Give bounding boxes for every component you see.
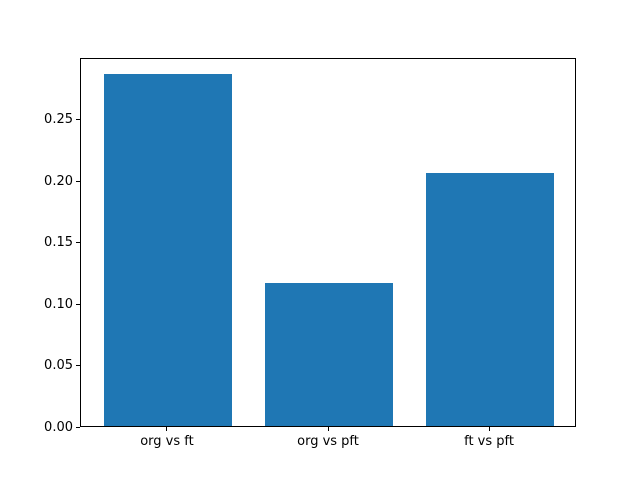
y-tick-label: 0.00 <box>44 419 73 435</box>
y-tick-label: 0.05 <box>44 358 73 373</box>
x-tick-label: org vs pft <box>297 434 359 449</box>
y-tick-mark <box>76 242 80 243</box>
y-tick-label: 0.25 <box>44 112 73 127</box>
bar-org-vs-ft <box>103 74 233 426</box>
y-tick-mark <box>76 180 80 182</box>
y-tick-mark <box>76 303 80 305</box>
x-tick-mark <box>327 427 329 431</box>
plot-area <box>80 58 576 427</box>
y-tick-label: 0.10 <box>44 296 73 312</box>
y-tick-label: 0.20 <box>44 173 73 189</box>
y-tick-mark <box>76 119 80 120</box>
x-tick-label: org vs ft <box>140 434 194 449</box>
y-tick-mark <box>76 365 80 366</box>
x-tick-mark <box>166 427 168 431</box>
x-tick-mark <box>488 427 490 431</box>
bar-ft-vs-pft <box>425 172 555 426</box>
y-tick-label: 0.15 <box>44 235 73 250</box>
x-tick-label: ft vs pft <box>464 434 514 449</box>
bar-org-vs-pft <box>264 283 394 426</box>
y-tick-mark <box>76 426 80 428</box>
